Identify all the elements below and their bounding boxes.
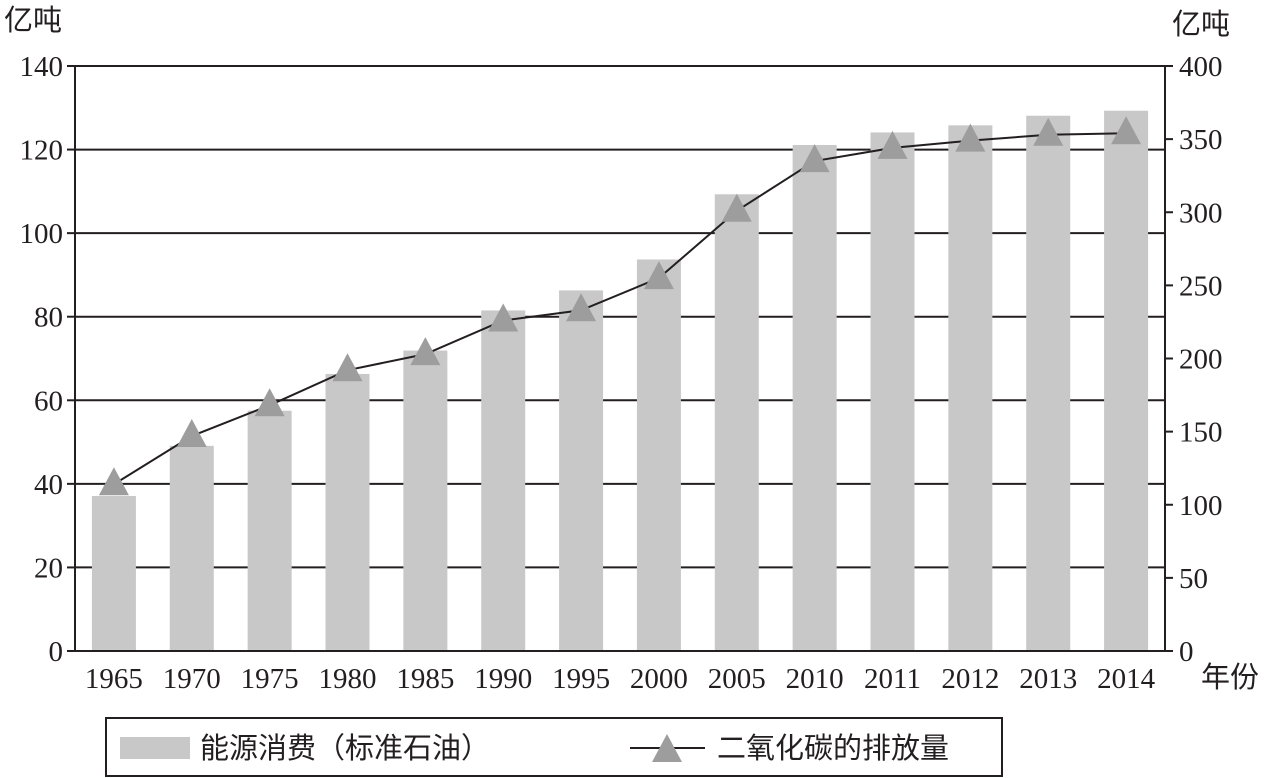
legend-triangle-marker bbox=[652, 734, 682, 762]
co2-point bbox=[98, 467, 129, 496]
bar bbox=[792, 144, 837, 651]
co2-point bbox=[799, 144, 830, 173]
x-tick-label: 2011 bbox=[864, 663, 921, 695]
right-tick-label: 200 bbox=[1179, 344, 1223, 376]
co2-point bbox=[1033, 117, 1064, 146]
x-tick-label: 2010 bbox=[786, 663, 844, 695]
left-tick-label: 120 bbox=[20, 135, 64, 167]
x-tick-label: 2000 bbox=[630, 663, 688, 695]
left-tick-label: 40 bbox=[34, 469, 63, 501]
gridlines bbox=[75, 65, 1165, 652]
co2-point bbox=[721, 193, 752, 222]
bar bbox=[91, 495, 136, 651]
co2-point bbox=[877, 130, 908, 159]
legend: 能源消费（标准石油） 二氧化碳的排放量 bbox=[105, 717, 1003, 777]
left-tick-label: 60 bbox=[34, 385, 63, 417]
bar bbox=[247, 410, 292, 651]
x-tick-label: 2014 bbox=[1097, 663, 1156, 695]
bar bbox=[636, 259, 681, 651]
bar bbox=[169, 445, 214, 651]
co2-line bbox=[113, 132, 1127, 486]
right-tick-label: 0 bbox=[1179, 636, 1194, 668]
bar bbox=[714, 194, 759, 651]
left-tick-label: 80 bbox=[34, 302, 63, 334]
axes bbox=[74, 66, 1166, 652]
x-axis-ticks: 1965 1970 1975 1980 1985 1990 1995 2000 2005 2010… bbox=[85, 663, 1156, 695]
bar-series bbox=[91, 110, 1149, 652]
x-tick-label: 1975 bbox=[241, 663, 299, 695]
bar bbox=[403, 350, 448, 651]
right-axis-ticks: 0 50 100 150 200 250 300 350 400 bbox=[1165, 51, 1223, 668]
bar bbox=[481, 310, 526, 651]
co2-point bbox=[488, 303, 519, 332]
legend-bar-swatch bbox=[120, 737, 190, 759]
bar bbox=[1026, 115, 1071, 652]
bar bbox=[325, 373, 370, 651]
bar bbox=[559, 290, 604, 651]
left-axis-ticks: 0 20 40 60 80 100 120 140 bbox=[20, 51, 75, 668]
left-axis-unit: 亿吨 bbox=[4, 3, 62, 37]
x-tick-label: 1970 bbox=[163, 663, 221, 695]
x-tick-label: 2005 bbox=[708, 663, 766, 695]
co2-point bbox=[955, 123, 986, 152]
x-tick-label: 2013 bbox=[1019, 663, 1077, 695]
x-tick-label: 1985 bbox=[396, 663, 454, 695]
x-tick-label: 1995 bbox=[552, 663, 610, 695]
legend-box bbox=[105, 717, 1003, 777]
x-tick-label: 2012 bbox=[941, 663, 999, 695]
co2-point bbox=[254, 388, 285, 417]
x-tick-label: 1990 bbox=[474, 663, 532, 695]
right-tick-label: 400 bbox=[1179, 51, 1223, 83]
right-tick-label: 50 bbox=[1179, 563, 1208, 595]
co2-point bbox=[410, 337, 441, 366]
right-tick-label: 100 bbox=[1179, 490, 1223, 522]
bar bbox=[948, 125, 993, 652]
x-tick-label: 1980 bbox=[319, 663, 377, 695]
bar bbox=[1104, 110, 1149, 652]
right-tick-label: 250 bbox=[1179, 270, 1223, 302]
left-tick-label: 0 bbox=[49, 636, 64, 668]
co2-point bbox=[643, 261, 674, 290]
line-series bbox=[98, 116, 1142, 496]
right-axis-unit: 亿吨 bbox=[1172, 7, 1230, 41]
x-axis-unit: 年份 bbox=[1201, 660, 1259, 694]
bar bbox=[870, 132, 915, 652]
co2-point bbox=[566, 293, 597, 322]
legend-bar-label: 能源消费（标准石油） bbox=[200, 731, 490, 765]
left-tick-label: 140 bbox=[20, 51, 64, 83]
right-tick-label: 150 bbox=[1179, 417, 1223, 449]
legend-line-label: 二氧化碳的排放量 bbox=[717, 731, 949, 765]
right-tick-label: 350 bbox=[1179, 124, 1223, 156]
left-tick-label: 100 bbox=[20, 218, 64, 250]
co2-point bbox=[1111, 116, 1142, 145]
left-tick-label: 20 bbox=[34, 552, 63, 584]
co2-point bbox=[176, 419, 207, 448]
co2-point bbox=[332, 353, 363, 382]
right-tick-label: 300 bbox=[1179, 197, 1223, 229]
x-tick-label: 1965 bbox=[85, 663, 143, 695]
